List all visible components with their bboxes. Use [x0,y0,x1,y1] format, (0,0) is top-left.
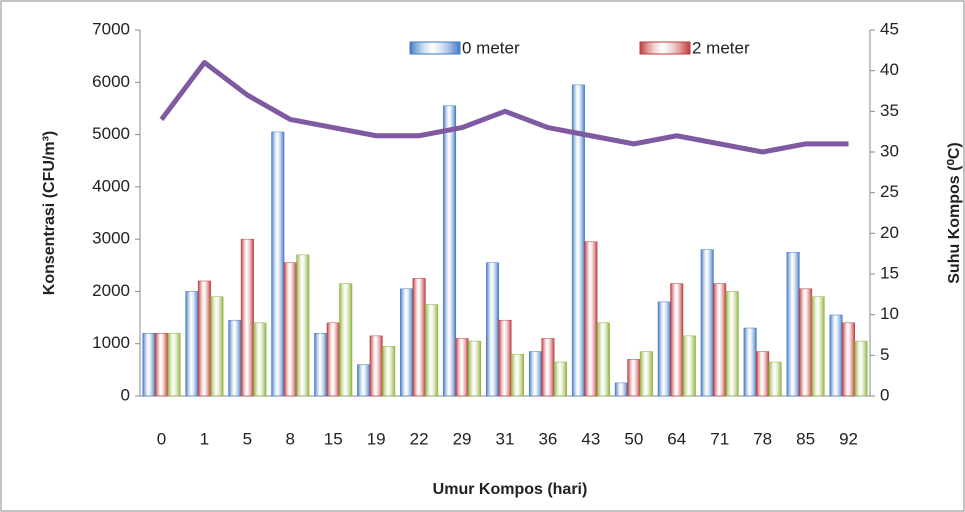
bar [425,305,438,397]
bar [198,281,211,396]
bar [284,263,297,396]
bar [640,352,653,396]
bar [357,365,370,396]
y-tick-label: 6000 [92,72,130,91]
bar [168,333,181,396]
bar [241,239,254,396]
legend-swatch [410,42,460,54]
bar [529,352,542,396]
y-axis-title: Konsentrasi (CFU/m³) [41,131,58,295]
bar [468,341,481,396]
y-tick-label: 7000 [92,19,130,38]
bar [229,320,242,396]
x-tick-label: 5 [243,429,252,448]
bar [327,323,340,396]
y2-tick-label: 10 [880,304,899,323]
y2-tick-label: 15 [880,263,899,282]
x-tick-label: 22 [410,429,429,448]
x-tick-label: 78 [753,429,772,448]
bar [787,252,800,396]
bar [143,333,156,396]
bar [769,362,782,396]
x-tick-label: 19 [367,429,386,448]
bar [615,383,628,396]
bar [597,323,610,396]
x-tick-label: 92 [839,429,858,448]
y2-tick-label: 0 [880,385,889,404]
bar [400,289,413,396]
bar [382,346,395,396]
x-tick-label: 50 [624,429,643,448]
bar [554,362,567,396]
bar [339,284,352,396]
legend-label: 2 meter [692,38,750,57]
x-tick-label: 36 [538,429,557,448]
y-tick-label: 0 [121,385,130,404]
y-tick-label: 4000 [92,176,130,195]
bar [671,284,684,396]
legend-swatch [640,42,690,54]
y-tick-label: 3000 [92,229,130,248]
bar [413,278,426,396]
x-tick-label: 1 [200,429,209,448]
x-tick-label: 29 [453,429,472,448]
bar [370,336,383,396]
x-tick-label: 0 [157,429,166,448]
y2-tick-label: 40 [880,60,899,79]
bar [585,242,598,396]
x-tick-label: 64 [667,429,686,448]
bar [855,341,868,396]
legend-label: 0 meter [462,38,520,57]
bar [756,352,769,396]
y-tick-label: 1000 [92,333,130,352]
bar [211,297,224,396]
bar [254,323,267,396]
bar [511,354,524,396]
bar [186,291,199,396]
bar [701,250,714,396]
bar [155,333,168,396]
bar [842,323,855,396]
bar [744,328,757,396]
x-tick-label: 71 [710,429,729,448]
x-tick-label: 8 [286,429,295,448]
bar [726,291,739,396]
bar [297,255,310,396]
y2-tick-label: 45 [880,19,899,38]
x-tick-label: 15 [324,429,343,448]
chart-border [1,1,964,511]
bar [658,302,671,396]
x-tick-label: 43 [581,429,600,448]
y-tick-label: 2000 [92,281,130,300]
y2-axis-title: Suhu Kompos (⁰C) [946,142,963,284]
bar [683,336,696,396]
bar [272,132,285,396]
bar [713,284,726,396]
y2-tick-label: 35 [880,101,899,120]
y2-tick-label: 30 [880,141,899,160]
y2-tick-label: 25 [880,182,899,201]
bar [799,289,812,396]
bar [542,338,555,396]
bar [456,338,469,396]
y2-tick-label: 20 [880,223,899,242]
x-tick-label: 31 [496,429,515,448]
chart: Umur Kompos (hari) Konsentrasi (CFU/m³) … [0,0,965,512]
bar [314,333,327,396]
bar [499,320,512,396]
bar [486,263,499,396]
bar [812,297,825,396]
y-tick-label: 5000 [92,124,130,143]
x-tick-label: 85 [796,429,815,448]
y2-tick-label: 5 [880,345,889,364]
bar [628,359,641,396]
bar [830,315,843,396]
bar [443,106,456,396]
x-axis-title: Umur Kompos (hari) [433,481,588,498]
